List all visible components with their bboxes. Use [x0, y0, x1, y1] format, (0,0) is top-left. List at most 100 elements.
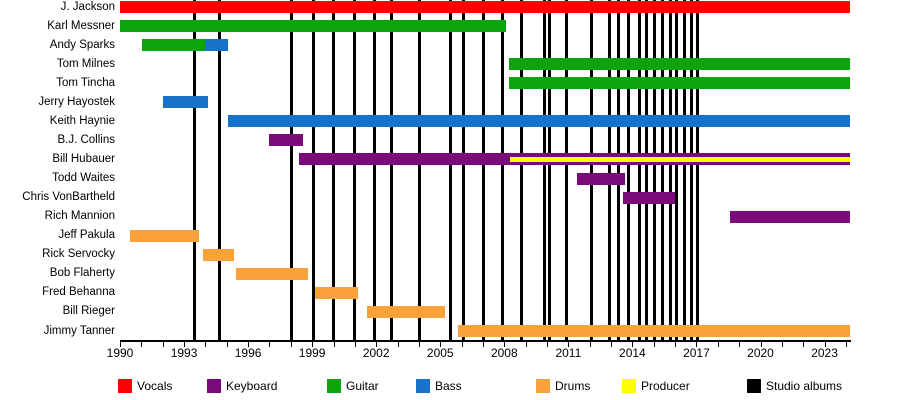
x-axis-tick [632, 342, 634, 347]
legend-swatch-guitar [327, 379, 341, 393]
x-axis-tick-label: 2008 [490, 346, 518, 360]
member-label: Jerry Hayostek [38, 95, 115, 108]
member-label: Andy Sparks [49, 38, 115, 51]
timeline-bar-guitar [508, 77, 851, 90]
x-axis-tick [162, 342, 164, 347]
studio-album-line [289, 0, 293, 341]
studio-album-line [564, 0, 568, 341]
x-axis-tick-label: 1990 [106, 346, 134, 360]
x-axis-tick-label: 1999 [298, 346, 326, 360]
x-axis-tick [354, 342, 356, 347]
legend-label: Guitar [346, 379, 379, 393]
x-axis-tick [696, 342, 698, 347]
studio-album-line [417, 0, 421, 341]
timeline-bar-bass [227, 115, 851, 128]
x-axis-tick [290, 342, 292, 347]
x-axis-tick [717, 342, 719, 347]
studio-album-line [332, 0, 335, 341]
member-label: Tom Tincha [56, 76, 115, 89]
x-axis-tick-label: 2014 [619, 346, 646, 360]
member-label: Tom Milnes [56, 57, 115, 70]
member-label: Karl Messner [47, 19, 115, 32]
member-label: J. Jackson [60, 0, 115, 13]
timeline-bar-bass [205, 39, 228, 52]
studio-album-line [637, 0, 641, 341]
studio-album-line [661, 0, 664, 341]
member-label: Todd Waites [52, 172, 115, 185]
x-axis-tick [589, 342, 591, 347]
x-axis-tick [141, 342, 143, 347]
legend-swatch-studio_album [747, 379, 761, 393]
member-label: Bill Rieger [62, 305, 115, 318]
legend-label: Drums [555, 379, 591, 393]
x-axis-tick-label: 2011 [555, 346, 582, 360]
studio-album-line [644, 0, 648, 341]
x-axis-tick-label: 2020 [747, 346, 774, 360]
timeline-bar-drums [458, 325, 851, 338]
studio-album-line [690, 0, 694, 341]
legend-swatch-bass [416, 379, 430, 393]
member-label: Jeff Pakula [58, 229, 115, 242]
x-axis-tick [440, 342, 442, 347]
timeline-bar-guitar [508, 58, 851, 71]
timeline-bar-guitar [120, 20, 507, 33]
member-label: Keith Haynie [49, 114, 115, 127]
legend-label: Bass [435, 379, 462, 393]
member-label: B.J. Collins [57, 133, 115, 146]
timeline-bar-keyboard [269, 134, 303, 147]
x-axis-tick [611, 342, 613, 347]
member-label: Rich Mannion [44, 210, 115, 223]
x-axis-tick-label: 2002 [362, 346, 390, 360]
studio-album-line [372, 0, 376, 341]
x-axis-line [120, 340, 851, 342]
studio-album-line [352, 0, 356, 341]
member-label: Bill Hubauer [52, 152, 115, 165]
x-axis-tick-label: 2017 [683, 346, 710, 360]
studio-album-line [192, 0, 196, 341]
legend-label: Studio albums [766, 379, 843, 393]
x-axis-tick [482, 342, 484, 347]
x-axis-tick [120, 342, 121, 347]
x-axis-tick [568, 342, 570, 347]
timeline-bar-drums [203, 248, 235, 261]
studio-album-line [500, 0, 504, 341]
x-axis-tick [333, 342, 335, 347]
timeline-bar-keyboard [729, 210, 851, 223]
legend-label: Producer [641, 379, 690, 393]
x-axis-tick [397, 342, 399, 347]
x-axis-tick-label: 1993 [170, 346, 198, 360]
legend-label: Keyboard [226, 379, 278, 393]
legend-swatch-vocals [118, 379, 132, 393]
legend-swatch-drums [536, 379, 550, 393]
timeline-bar-vocals [120, 1, 851, 13]
x-axis-tick [781, 342, 783, 347]
x-axis-tick [376, 342, 378, 347]
timeline-bar-drums [129, 229, 199, 242]
x-axis-tick [824, 342, 826, 347]
studio-album-line [543, 0, 547, 341]
member-label: Chris VonBartheld [22, 191, 115, 204]
timeline-bar-guitar [142, 39, 206, 52]
x-axis-tick [226, 342, 228, 347]
studio-album-line [589, 0, 593, 341]
studio-album-line [607, 0, 611, 341]
member-label: Bob Flaherty [49, 267, 115, 280]
x-axis-tick [653, 342, 655, 347]
studio-album-line [652, 0, 656, 341]
legend-swatch-producer [622, 379, 636, 393]
x-axis-tick [504, 342, 506, 347]
producer-overlay-bar [509, 156, 851, 162]
x-axis-tick-label: 1996 [234, 346, 262, 360]
x-axis-tick [312, 342, 314, 347]
studio-album-line [547, 0, 551, 341]
x-axis-tick-label: 2023 [811, 346, 838, 360]
studio-album-line [461, 0, 465, 341]
timeline-bar-drums [236, 267, 308, 280]
studio-album-line [217, 0, 221, 341]
studio-album-line [448, 0, 452, 341]
x-axis-tick [803, 342, 805, 347]
studio-album-line [389, 0, 393, 341]
member-label: Rick Servocky [42, 248, 115, 261]
x-axis-tick [845, 342, 847, 347]
